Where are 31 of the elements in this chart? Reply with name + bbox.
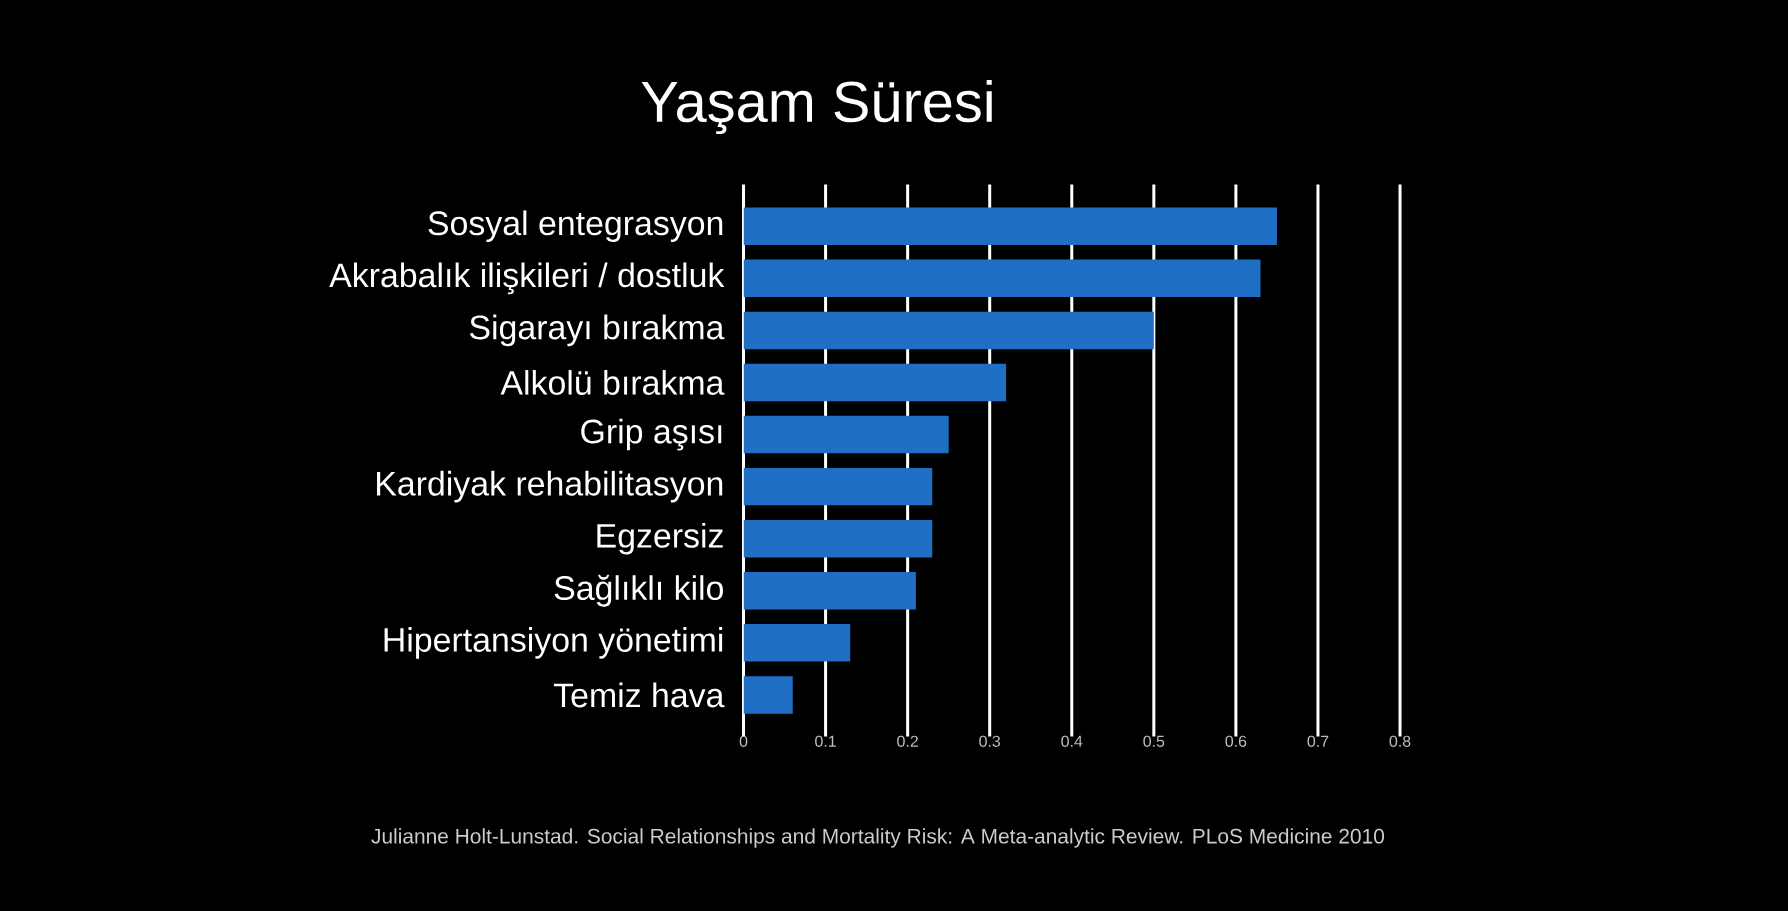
bar <box>743 311 1154 350</box>
y-tick-label: Sağlıklı kilo <box>554 574 723 607</box>
x-tick-label: 0.2 <box>897 735 918 747</box>
y-tick-label: Egzersiz <box>597 522 723 555</box>
bar <box>743 467 933 506</box>
x-tick-label: 0.4 <box>1061 735 1083 747</box>
x-tick-label: 0 <box>739 735 748 747</box>
y-tick-label: Kardiyak rehabilitasyon <box>377 470 723 503</box>
chart-title: Yaşam Süresi <box>641 79 992 135</box>
bar <box>743 259 1261 298</box>
bar <box>743 572 916 610</box>
y-tick-label: Alkolü bırakma <box>500 370 725 395</box>
x-tick-label: 0.5 <box>1143 735 1165 747</box>
bar <box>743 519 933 558</box>
y-tick-label: Temiz hava <box>553 682 725 708</box>
y-tick-label: Hipertansiyon yönetimi <box>384 627 723 659</box>
bar <box>743 363 1007 402</box>
x-tick-label: 0.6 <box>1225 735 1247 747</box>
bar <box>743 676 793 714</box>
text: Julianne Holt-Lunstad. Social Relationships and Mortality Risk: A Meta-analytic Review. PLoS Medicine 2010 <box>371 828 1385 848</box>
bar <box>743 207 1277 245</box>
y-tick-label: Grip aşısı <box>581 418 722 451</box>
bar <box>743 624 851 662</box>
x-tick-label: 0.7 <box>1307 735 1329 747</box>
bar <box>743 415 949 454</box>
x-tick-label: 0.1 <box>815 735 836 747</box>
y-tick-label: Sigarayı bırakma <box>469 314 725 347</box>
y-tick-label: Akrabalık ilişkileri / dostluk <box>329 262 725 295</box>
y-tick-label: Sosyal entegrasyon <box>428 210 723 243</box>
x-tick-label: 0.8 <box>1389 735 1411 747</box>
x-tick-label: 0.3 <box>979 735 1001 747</box>
